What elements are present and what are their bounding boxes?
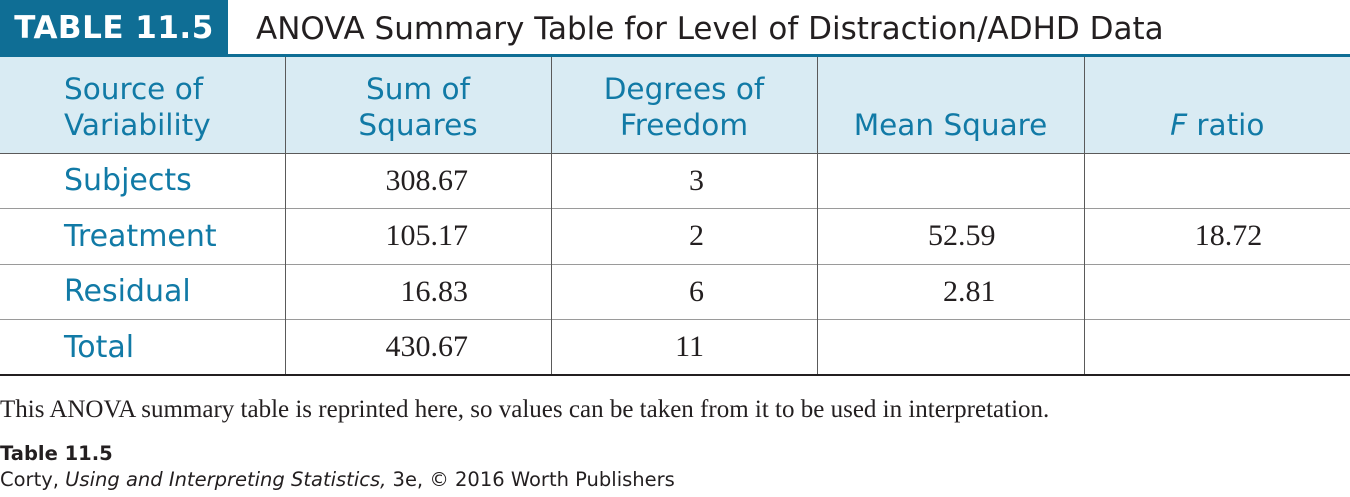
ms-cell: 52.59: [816, 208, 1084, 264]
ss-cell: 430.67: [284, 319, 551, 375]
column-header-mean-square: Mean Square: [816, 57, 1084, 154]
f-value: 18.72: [1194, 219, 1263, 253]
f-cell: [1083, 153, 1350, 209]
f-ratio-label: ratio: [1187, 107, 1265, 142]
credit-book-title: Using and Interpreting Statistics,: [65, 468, 387, 491]
credit-publisher: 3e, © 2016 Worth Publishers: [392, 468, 675, 491]
table-row: Treatment 105.17 2 52.59 18.72: [0, 208, 1350, 264]
table-note: This ANOVA summary table is reprinted he…: [0, 396, 1050, 423]
df-cell: 11: [550, 319, 817, 375]
ss-cell: 308.67: [284, 153, 551, 209]
column-header-line: Mean Square: [853, 107, 1048, 142]
source-credit: Corty, Using and Interpreting Statistics…: [0, 468, 675, 491]
ms-cell: [816, 319, 1084, 375]
ms-cell: [816, 153, 1084, 209]
table-title: ANOVA Summary Table for Level of Distrac…: [256, 11, 1164, 47]
column-header-line: F ratio: [1085, 107, 1350, 143]
source-cell: Subjects: [64, 163, 192, 199]
table-header-row: Source of Variability Sum of Squares Deg…: [0, 57, 1350, 154]
ms-value: 2.81: [943, 274, 996, 308]
column-header-line: Degrees of: [603, 71, 765, 106]
f-symbol: F: [1170, 107, 1188, 142]
credit-author: Corty,: [0, 468, 59, 491]
column-header-sum-of-squares: Sum of Squares: [284, 57, 551, 154]
ss-value: 430.67: [385, 330, 469, 363]
df-value: 2: [689, 219, 704, 253]
ms-cell: 2.81: [816, 264, 1084, 320]
df-cell: 2: [550, 208, 817, 264]
df-cell: 3: [550, 153, 817, 209]
source-cell: Treatment: [64, 218, 217, 254]
source-cell: Residual: [64, 274, 191, 310]
title-divider: [0, 54, 1350, 57]
ss-value: 308.67: [385, 163, 469, 197]
column-header-line: Variability: [64, 107, 211, 142]
ss-cell: 105.17: [284, 208, 551, 264]
ss-cell: 16.83: [284, 264, 551, 320]
f-cell: [1083, 264, 1350, 320]
table-header: TABLE 11.5 ANOVA Summary Table for Level…: [0, 0, 1350, 57]
column-header-line: Sum of: [366, 71, 470, 106]
column-header-f-ratio: F ratio: [1083, 57, 1350, 154]
column-header-line: Squares: [358, 107, 478, 142]
column-header-line: Source of: [64, 71, 204, 106]
table-number-badge: TABLE 11.5: [0, 0, 228, 56]
column-header-degrees-of-freedom: Degrees of Freedom: [550, 57, 817, 154]
df-cell: 6: [550, 264, 817, 320]
df-value: 6: [689, 274, 704, 308]
df-value: 11: [675, 330, 704, 363]
anova-summary-table: Source of Variability Sum of Squares Deg…: [0, 57, 1350, 376]
f-cell: 18.72: [1083, 208, 1350, 264]
source-cell: Total: [64, 329, 135, 365]
column-header-line: Freedom: [619, 107, 749, 142]
table-row: Subjects 308.67 3: [0, 153, 1350, 209]
f-cell: [1083, 319, 1350, 375]
column-header-source: Source of Variability: [0, 57, 285, 154]
ss-value: 105.17: [385, 219, 469, 253]
ss-value: 16.83: [400, 274, 469, 308]
table-row: Residual 16.83 6 2.81: [0, 264, 1350, 320]
table-row: Total 430.67 11: [0, 319, 1350, 375]
ms-value: 52.59: [928, 219, 996, 253]
source-table-label: Table 11.5: [0, 442, 113, 465]
df-value: 3: [689, 163, 704, 197]
